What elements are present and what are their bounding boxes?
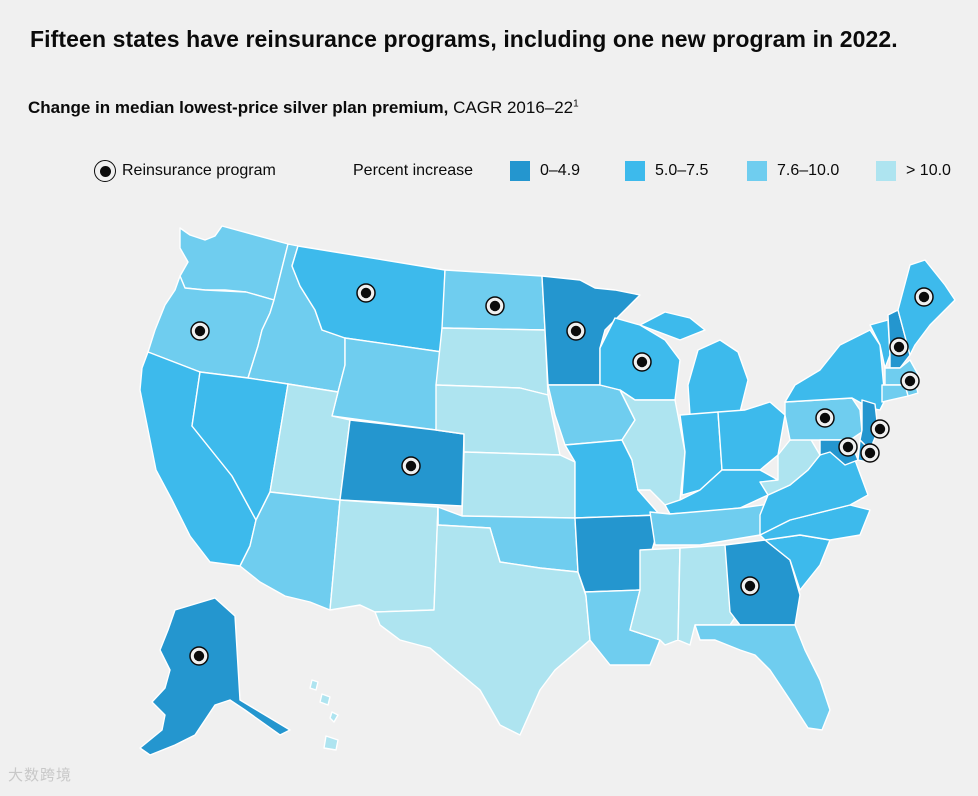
legend-swatch-1 <box>625 161 645 181</box>
legend-reinsurance-label: Reinsurance program <box>122 162 276 179</box>
legend-scale-title: Percent increase <box>353 162 474 179</box>
state-il <box>619 389 686 506</box>
state-ny <box>784 329 886 411</box>
legend-bin-3: > 10.0 <box>876 158 951 184</box>
reinsurance-marker-nd <box>485 296 505 316</box>
legend-swatch-2 <box>747 161 767 181</box>
reinsurance-marker-wi <box>632 352 652 372</box>
watermark: 大数跨境 <box>8 767 73 784</box>
subtitle: Change in median lowest-price silver pla… <box>28 98 579 118</box>
state-oh <box>717 401 786 471</box>
reinsurance-marker-nh <box>889 337 909 357</box>
reinsurance-marker-icon <box>94 160 116 182</box>
reinsurance-marker-pa <box>815 408 835 428</box>
reinsurance-marker-de <box>860 443 880 463</box>
state-ct <box>881 384 909 403</box>
reinsurance-marker-nj <box>870 419 890 439</box>
legend-bin-label-3: > 10.0 <box>906 162 951 179</box>
legend-bin-label-0: 0–4.9 <box>540 162 581 179</box>
state-wy <box>331 337 443 431</box>
reinsurance-marker-md <box>838 437 858 457</box>
reinsurance-marker-ga <box>740 576 760 596</box>
state-ks <box>461 451 576 519</box>
state-mi <box>639 311 749 416</box>
state-fl <box>694 624 831 731</box>
reinsurance-marker-ri <box>900 371 920 391</box>
state-me <box>897 259 956 356</box>
state-nm <box>329 499 439 613</box>
reinsurance-marker-me <box>914 287 934 307</box>
state-hi <box>309 679 339 751</box>
reinsurance-marker-mn <box>566 321 586 341</box>
reinsurance-marker-mt <box>356 283 376 303</box>
reinsurance-marker-ak <box>189 646 209 666</box>
legend-scale-title-item: Percent increase <box>353 158 473 184</box>
legend-swatch-0 <box>510 161 530 181</box>
legend-bin-2: 7.6–10.0 <box>747 158 839 184</box>
state-vt <box>869 319 891 369</box>
state-ak <box>139 597 291 756</box>
state-mn <box>541 275 641 386</box>
legend-bin-1: 5.0–7.5 <box>625 158 708 184</box>
reinsurance-marker-or <box>190 321 210 341</box>
legend-bin-label-2: 7.6–10.0 <box>777 162 840 179</box>
subtitle-bold: Change in median lowest-price silver pla… <box>28 98 449 117</box>
legend: Reinsurance program Percent increase 0–4… <box>94 158 954 184</box>
subtitle-rest: CAGR 2016–22 <box>448 98 574 117</box>
legend-bin-0: 0–4.9 <box>510 158 580 184</box>
legend-reinsurance: Reinsurance program <box>94 158 276 184</box>
legend-bin-label-1: 5.0–7.5 <box>655 162 709 179</box>
page-title: Fifteen states have reinsurance programs… <box>30 26 898 52</box>
legend-swatch-3 <box>876 161 896 181</box>
state-tx <box>374 506 591 736</box>
reinsurance-marker-co <box>401 456 421 476</box>
footnote-marker: 1 <box>573 98 579 110</box>
